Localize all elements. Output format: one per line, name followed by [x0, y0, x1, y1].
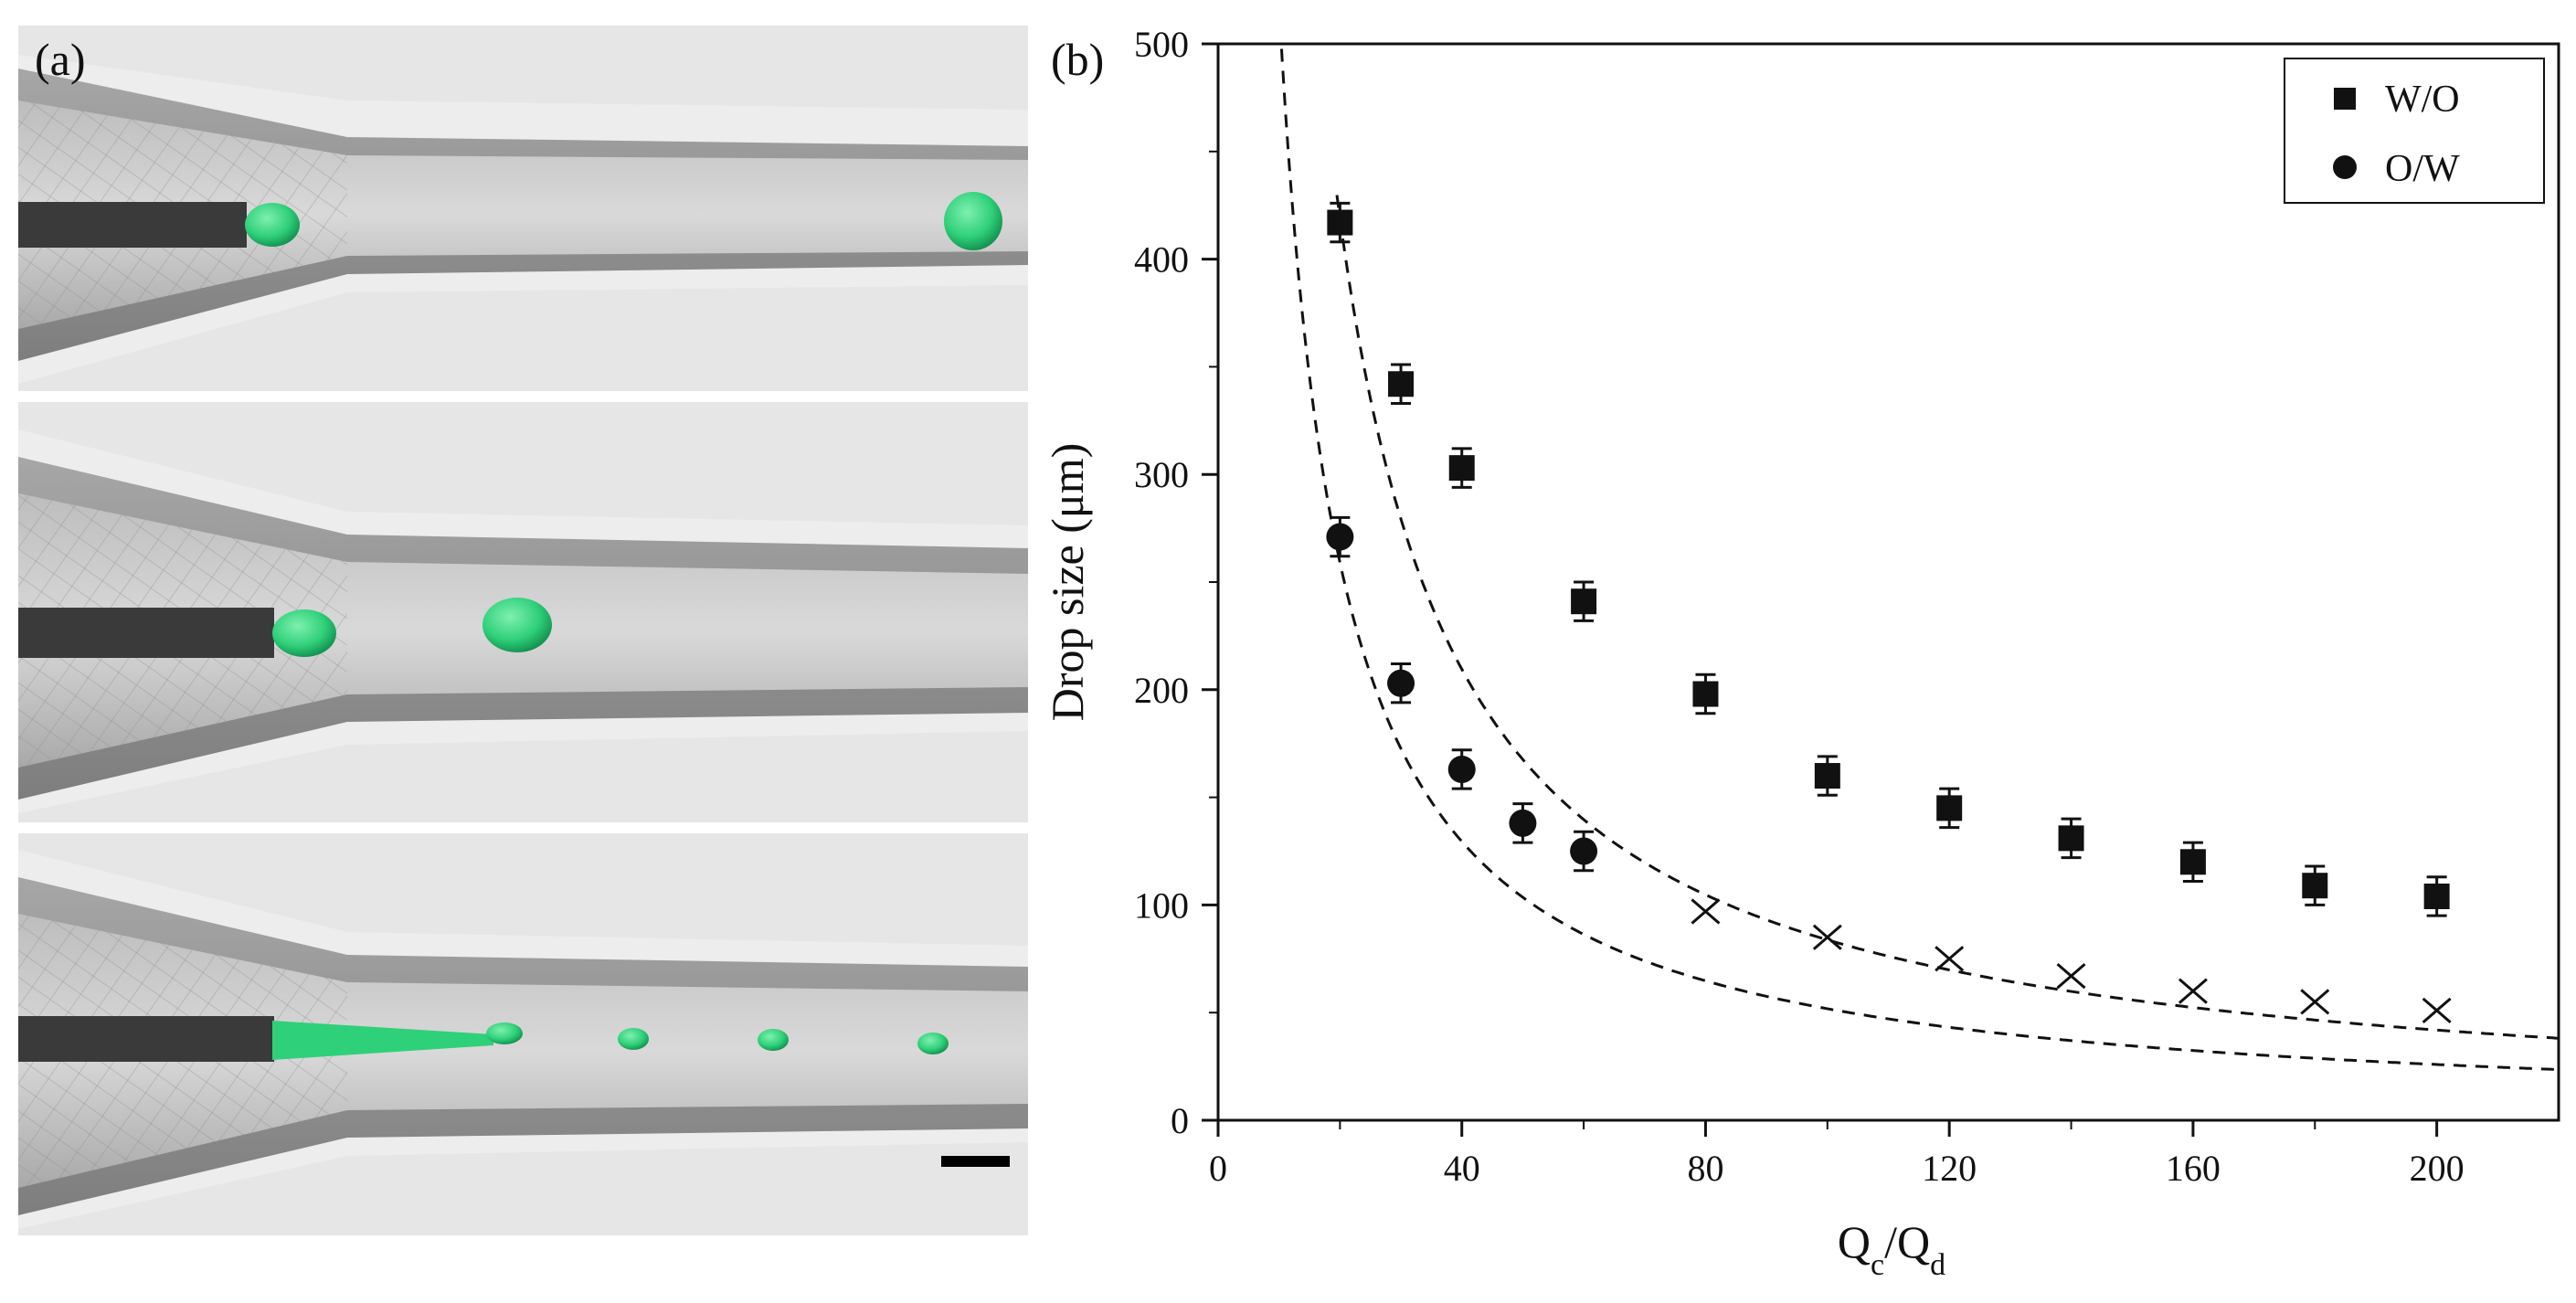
point-w-o: [1936, 795, 1963, 821]
plot-frame: [1216, 42, 2560, 1122]
x-tick-label: 40: [1444, 1148, 1480, 1189]
point-w-o: [2423, 883, 2450, 909]
fit-curves: [1279, 44, 2559, 1071]
chart-drop-size: 0 40 80 120 160 200 0 100 200 300 400 500 Drop siz…: [1042, 24, 2560, 1282]
point-o-w-jetting: [1812, 924, 1842, 950]
y-tick-label: 0: [1171, 1100, 1189, 1141]
nozzle-2: [18, 608, 274, 658]
x-label-slash: /: [1884, 1216, 1897, 1267]
cross-stroke: [2056, 963, 2086, 990]
droplet: [618, 1028, 649, 1050]
x-label-q1: Q: [1838, 1216, 1871, 1267]
x-tick-label: 120: [1922, 1148, 1977, 1189]
point-o-w: [1570, 837, 1598, 865]
point-w-o: [1814, 763, 1840, 789]
x-tick-label: 80: [1687, 1148, 1723, 1189]
x-tick-label: 160: [2166, 1148, 2221, 1189]
point-w-o: [2179, 849, 2206, 875]
micrograph-1: [18, 26, 1028, 391]
point-w-o: [1571, 588, 1597, 615]
point-w-o: [2058, 825, 2084, 852]
droplet: [758, 1029, 789, 1051]
point-o-w: [1387, 669, 1415, 697]
x-label-q2: Q: [1897, 1216, 1930, 1267]
fit-curve-wo: [1335, 195, 2559, 1040]
y-axis-ticks: 0 100 200 300 400 500: [1134, 24, 1218, 1141]
droplet: [245, 203, 300, 247]
y-axis-label: Drop size (μm): [1042, 443, 1093, 722]
point-o-w-jetting: [1691, 898, 1721, 925]
x-tick-label: 200: [2410, 1148, 2465, 1189]
scale-bar: [941, 1156, 1010, 1167]
micrograph-3: [18, 833, 1028, 1235]
y-tick-label: 100: [1134, 885, 1189, 926]
point-o-w-jetting: [2300, 989, 2330, 1015]
cross-stroke: [1691, 898, 1721, 925]
legend-box: [2284, 58, 2545, 204]
droplet: [486, 1022, 523, 1044]
x-axis-label: Qc/Qd: [1838, 1216, 1945, 1282]
legend-label-wo: W/O: [2385, 79, 2460, 121]
x-label-sub-d: d: [1930, 1248, 1945, 1282]
x-label-sub-c: c: [1871, 1248, 1884, 1282]
point-w-o: [1448, 455, 1475, 482]
y-tick-label: 500: [1134, 24, 1189, 65]
legend-marker-square: [2334, 88, 2356, 110]
panel-a-label: (a): [35, 34, 86, 85]
droplet: [944, 192, 1002, 250]
micrograph-2: [18, 402, 1028, 822]
point-w-o: [1388, 371, 1415, 397]
legend-label-ow: O/W: [2385, 148, 2460, 190]
point-w-o: [2302, 873, 2328, 899]
cross-stroke: [1812, 924, 1842, 950]
legend: W/O O/W: [2284, 58, 2545, 204]
point-o-w: [1509, 809, 1537, 837]
panel-a-micrographs: (a): [18, 26, 1028, 1235]
point-o-w-jetting: [2178, 978, 2208, 1004]
nozzle-1: [18, 202, 247, 248]
fit-curve-ow: [1279, 44, 2559, 1071]
y-tick-label: 400: [1134, 239, 1189, 281]
point-o-w-jetting: [1935, 946, 1965, 972]
y-tick-label: 300: [1134, 454, 1189, 495]
nozzle-3: [18, 1016, 274, 1062]
point-o-w-jetting: [2056, 963, 2086, 990]
point-o-w: [1326, 523, 1354, 551]
jet: [272, 1021, 493, 1060]
cross-stroke: [2300, 989, 2330, 1015]
cross-stroke: [2178, 978, 2208, 1004]
point-w-o: [1327, 209, 1353, 236]
legend-marker-circle: [2333, 155, 2357, 179]
x-tick-label: 0: [1209, 1148, 1227, 1189]
cross-stroke: [1935, 946, 1965, 972]
droplet: [482, 598, 552, 652]
data-points: [1326, 201, 2452, 1023]
cross-stroke: [2422, 997, 2452, 1023]
point-o-w-jetting: [2422, 997, 2452, 1023]
point-w-o: [1692, 681, 1719, 707]
point-o-w: [1447, 755, 1476, 783]
y-tick-label: 200: [1134, 670, 1189, 711]
droplet: [272, 609, 336, 657]
panel-b-label: (b): [1051, 34, 1104, 85]
droplet: [917, 1033, 949, 1054]
x-axis-ticks: 0 40 80 120 160 200: [1209, 1120, 2465, 1189]
